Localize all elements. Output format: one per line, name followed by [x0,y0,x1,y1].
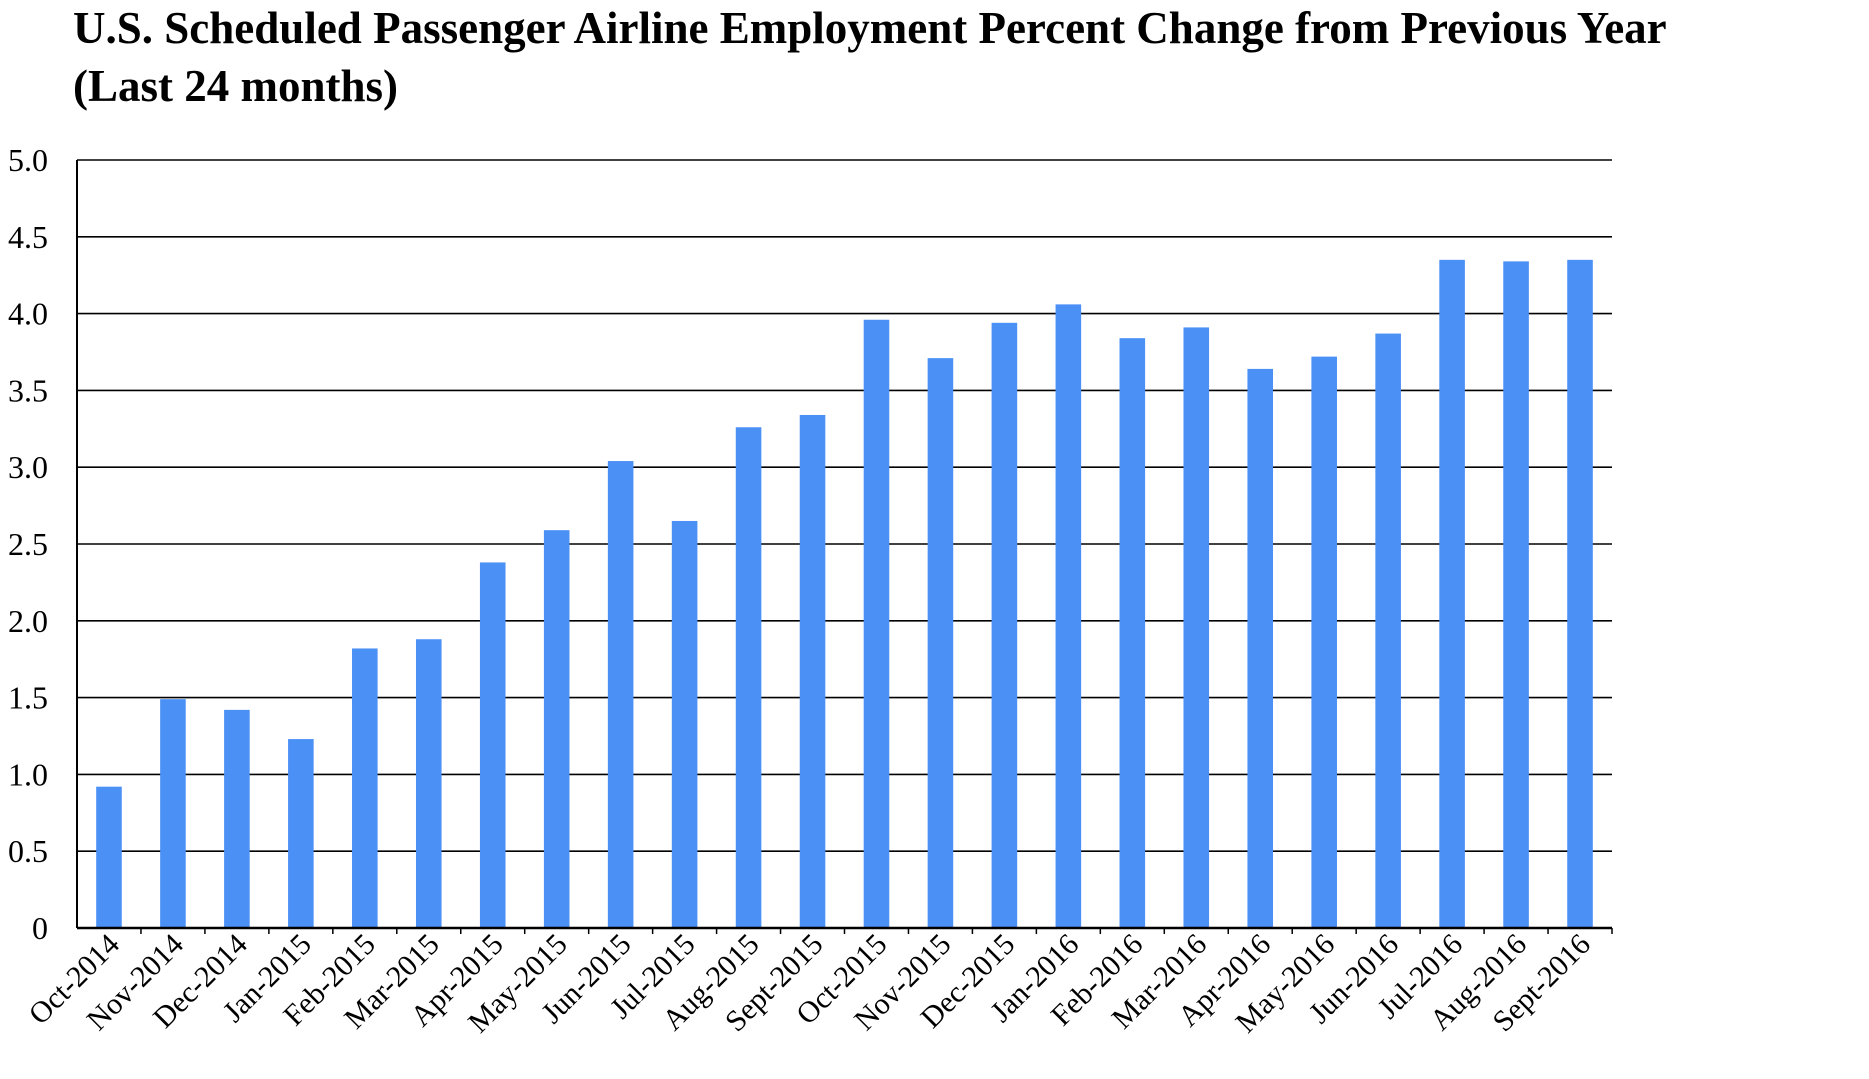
bar [799,414,826,928]
y-tick-label: 2.5 [8,526,48,562]
y-tick-label: 4.0 [8,296,48,332]
bar [1567,259,1593,929]
gridlines [77,159,1612,853]
bar [415,639,442,928]
bar [1183,327,1210,928]
bar [863,319,890,928]
chart-title: U.S. Scheduled Passenger Airline Employm… [73,3,1667,53]
axes [76,160,1613,934]
bar [991,322,1018,928]
bar [543,530,570,928]
y-tick-label: 3.5 [8,372,48,408]
y-axis-tick-labels: 0 0.5 1.0 1.5 2.0 2.5 3.0 3.5 4.0 4.5 5.0 [8,142,48,946]
bar [1119,338,1146,928]
chart-subtitle: (Last 24 months) [73,61,398,111]
bar [1247,368,1274,928]
bar [1375,333,1401,928]
bars [96,259,1593,929]
bar [927,358,954,928]
bar [160,699,186,928]
bar [1311,356,1337,928]
y-tick-label: 5.0 [8,142,48,178]
bar [96,786,122,928]
bar [735,427,762,928]
bar [1503,261,1529,929]
y-tick-label: 0 [32,910,48,946]
y-tick-label: 2.0 [8,603,48,639]
bar [352,648,378,928]
y-tick-label: 0.5 [8,833,48,869]
y-tick-label: 3.0 [8,449,48,485]
bar [224,709,250,928]
bar [671,520,698,928]
y-tick-label: 1.0 [8,756,48,792]
y-tick-label: 4.5 [8,219,48,255]
bar [607,461,634,928]
y-tick-label: 1.5 [8,680,48,716]
bar [1439,259,1465,929]
bar [288,739,314,928]
bar [1055,304,1082,928]
bar [479,562,506,928]
x-axis-tick-labels: Oct-2014Nov-2014Dec-2014Jan-2015Feb-2015… [22,928,1597,1040]
